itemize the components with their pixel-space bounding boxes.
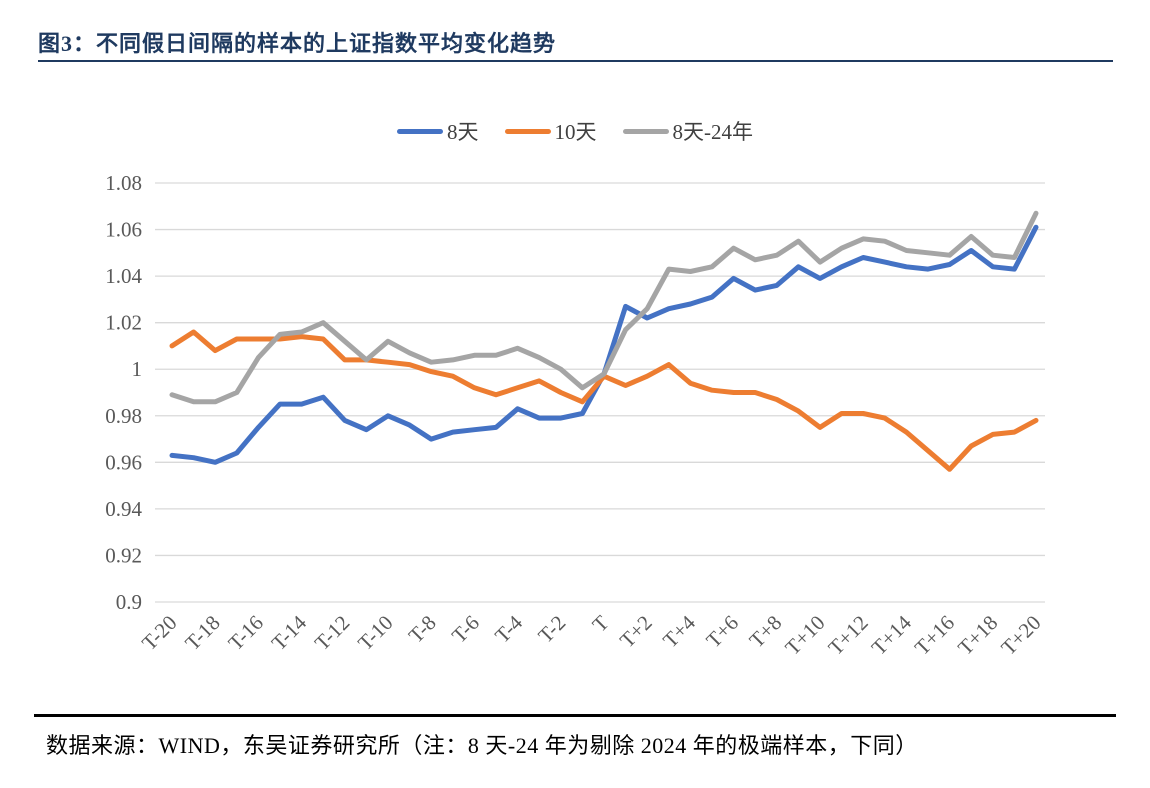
x-tick-label: T+12 — [823, 611, 872, 660]
y-tick-label: 1.08 — [105, 171, 142, 195]
x-tick-label: T+4 — [658, 610, 700, 652]
footer-rule — [34, 714, 1116, 717]
y-tick-label: 1.02 — [105, 311, 142, 335]
legend-label-10days: 10天 — [554, 120, 597, 144]
x-tick-label: T+16 — [910, 611, 959, 660]
data-source-note: 数据来源：WIND，东吴证券研究所（注：8 天-24 年为剔除 2024 年的极… — [46, 733, 918, 758]
line-chart: 0.9 0.92 0.94 0.96 0.98 1 1.02 1.04 1.06 1.08 T-20… — [105, 171, 1045, 660]
legend-line-marker-8days-24yr — [622, 128, 669, 134]
legend-label-8days: 8天 — [447, 120, 479, 144]
x-tick-label: T-4 — [490, 610, 527, 647]
x-tick-label: T-20 — [137, 611, 181, 655]
x-tick-label: T+10 — [780, 611, 829, 660]
chart-legend: 8天 10天 8天-24年 — [0, 116, 1150, 146]
x-tick-label: T-16 — [223, 611, 267, 655]
x-tick-label: T-18 — [180, 611, 224, 655]
figure-title: 图3：不同假日间隔的样本的上证指数平均变化趋势 — [38, 31, 557, 56]
x-tick-label: T-6 — [447, 611, 484, 648]
legend-line-marker-8days — [397, 128, 443, 134]
legend-line-marker-10days — [504, 128, 551, 134]
y-tick-label: 1.06 — [105, 218, 142, 242]
x-tick-label: T+8 — [744, 611, 786, 653]
y-tick-label: 1.04 — [105, 264, 142, 288]
series-line-8天-24年 — [169, 210, 1039, 405]
x-tick-label: T-12 — [310, 611, 354, 655]
y-tick-label: 1 — [132, 357, 143, 381]
legend-item-8days: 8天 — [397, 116, 479, 146]
legend-item-8days-24yr: 8天-24年 — [622, 116, 754, 146]
x-tick-label: T — [587, 610, 613, 636]
y-tick-label: 0.94 — [105, 497, 142, 521]
x-tick-label: T+14 — [867, 610, 917, 660]
x-tick-label: T+2 — [615, 611, 657, 653]
title-underline-rule — [38, 60, 1113, 62]
x-tick-label: T-14 — [267, 610, 312, 655]
y-tick-label: 0.92 — [105, 543, 142, 567]
y-tick-label: 0.9 — [116, 590, 142, 614]
x-tick-label: T-2 — [533, 611, 570, 648]
y-tick-label: 0.96 — [105, 450, 142, 474]
x-tick-label: T+20 — [996, 611, 1045, 660]
series-line-10天 — [169, 329, 1039, 472]
legend-label-8days-24yr: 8天-24年 — [672, 120, 754, 144]
series-line-8天 — [169, 224, 1039, 465]
x-tick-label: T-10 — [353, 611, 397, 655]
x-tick-label: T+18 — [953, 611, 1002, 660]
x-tick-label: T+6 — [701, 611, 743, 653]
legend-item-10days: 10天 — [504, 116, 597, 146]
x-tick-label: T-8 — [404, 611, 441, 648]
y-tick-label: 0.98 — [105, 404, 142, 428]
